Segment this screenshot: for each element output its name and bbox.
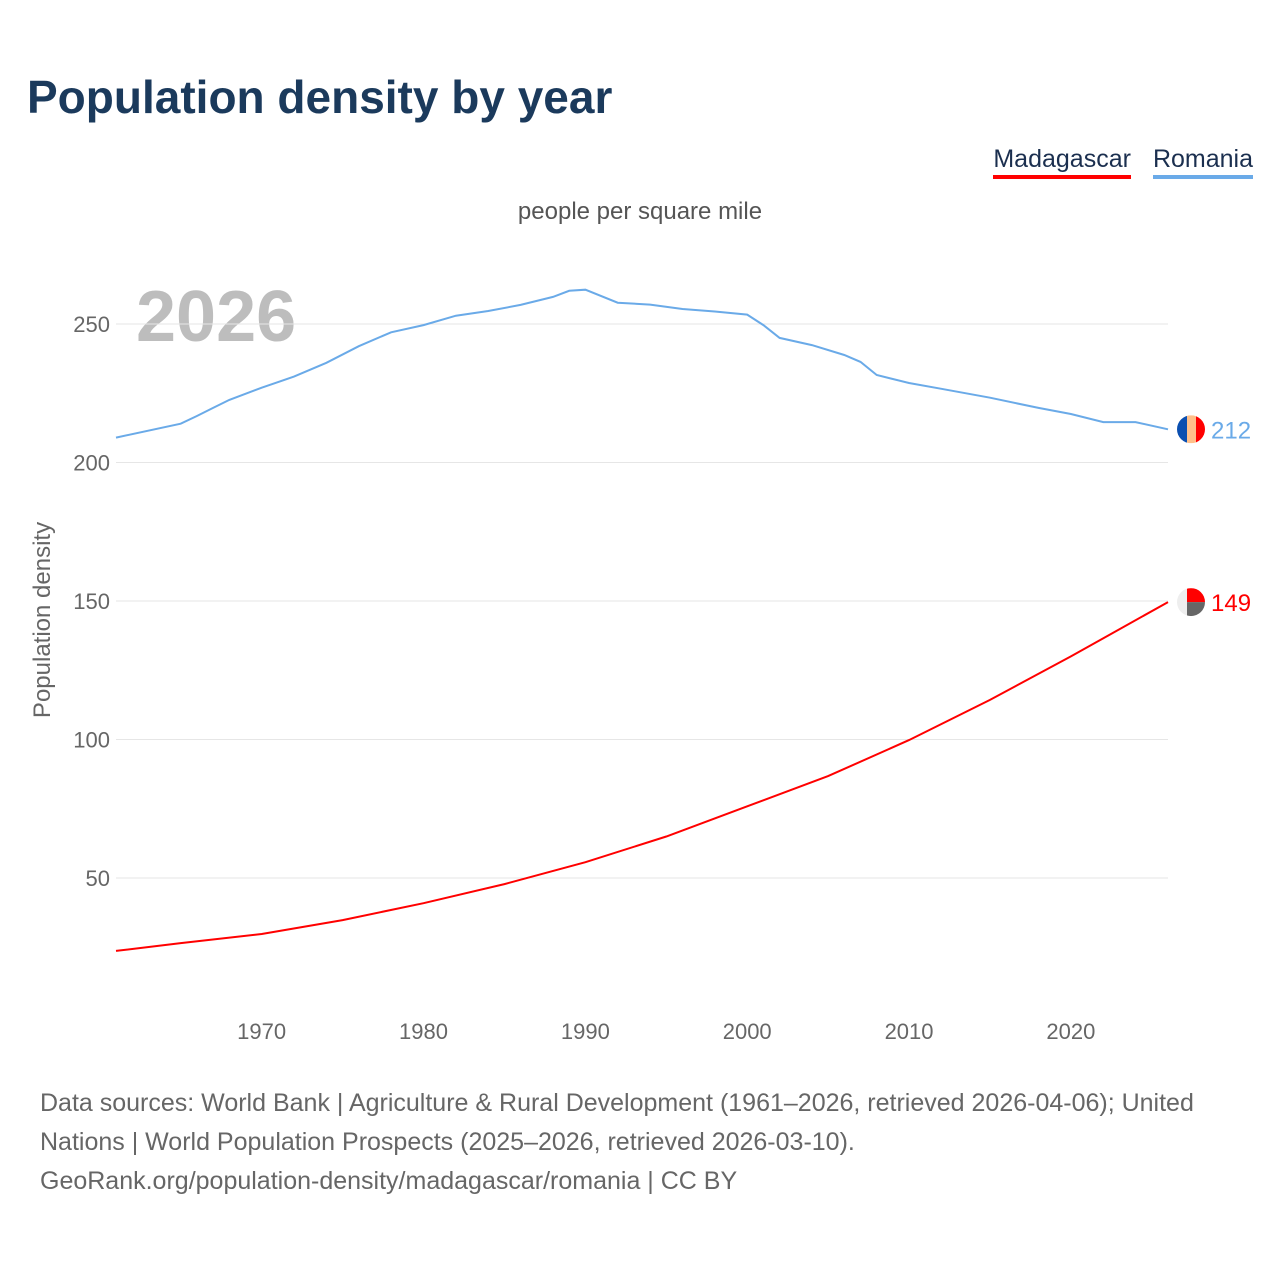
line-chart: 2026 50 100 150 200 250 1970 1980 1990 2000 2010 2… — [29, 277, 1251, 1044]
y-tick-label: 250 — [73, 312, 110, 337]
x-tick-label: 1990 — [561, 1019, 610, 1044]
end-value-label: 212 — [1211, 417, 1251, 444]
footer: Data sources: World Bank | Agriculture &… — [40, 1084, 1250, 1201]
x-tick-label: 2000 — [723, 1019, 772, 1044]
madagascar-flag-icon — [1177, 588, 1205, 617]
y-tick-label: 50 — [86, 866, 110, 891]
legend: Madagascar Romania — [993, 145, 1253, 179]
y-tick-label: 100 — [73, 728, 110, 753]
end-value-label: 149 — [1211, 590, 1251, 617]
year-watermark: 2026 — [136, 277, 296, 357]
series-line-romania — [115, 288, 1169, 439]
x-tick-label: 1970 — [237, 1019, 286, 1044]
chart-title: Population density by year — [27, 71, 613, 123]
legend-item-romania[interactable]: Romania — [1152, 145, 1253, 179]
legend-item-madagascar[interactable]: Madagascar — [993, 145, 1131, 179]
y-axis-label: Population density — [29, 522, 56, 718]
y-tick-label: 200 — [73, 451, 110, 476]
x-tick-label: 2020 — [1046, 1019, 1095, 1044]
y-tick-label: 150 — [73, 589, 110, 614]
x-tick-label: 2010 — [885, 1019, 934, 1044]
chart-subtitle: people per square mile — [517, 198, 763, 225]
series-line-madagascar — [115, 601, 1169, 952]
romania-flag-icon — [1177, 415, 1205, 444]
data-sources: Data sources: World Bank | Agriculture &… — [40, 1089, 1194, 1156]
source-link[interactable]: GeoRank.org/population-density/madagasca… — [40, 1167, 738, 1195]
x-tick-label: 1980 — [399, 1019, 448, 1044]
